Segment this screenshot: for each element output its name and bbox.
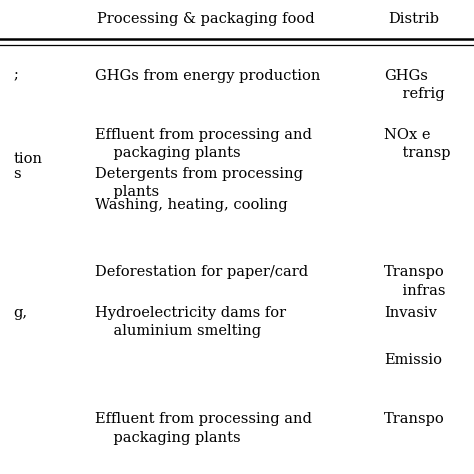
Text: g,: g, (13, 306, 27, 320)
Text: ;: ; (13, 69, 18, 83)
Text: Effluent from processing and
    packaging plants: Effluent from processing and packaging p… (95, 412, 312, 445)
Text: Detergents from processing
    plants: Detergents from processing plants (95, 167, 303, 199)
Text: Deforestation for paper/card: Deforestation for paper/card (95, 265, 308, 280)
Text: Washing, heating, cooling: Washing, heating, cooling (95, 198, 287, 212)
Text: Emissio: Emissio (384, 353, 442, 367)
Text: Effluent from processing and
    packaging plants: Effluent from processing and packaging p… (95, 128, 312, 160)
Text: Transpo: Transpo (384, 412, 445, 427)
Text: NOx e
    transp: NOx e transp (384, 128, 450, 160)
Text: Hydroelectricity dams for
    aluminium smelting: Hydroelectricity dams for aluminium smel… (95, 306, 286, 338)
Text: GHGs
    refrig: GHGs refrig (384, 69, 445, 101)
Text: Distrib: Distrib (389, 12, 440, 26)
Text: Transpo
    infras: Transpo infras (384, 265, 446, 298)
Text: tion: tion (13, 152, 42, 166)
Text: Invasiv: Invasiv (384, 306, 437, 320)
Text: Processing & packaging food: Processing & packaging food (97, 12, 315, 26)
Text: GHGs from energy production: GHGs from energy production (95, 69, 320, 83)
Text: s: s (13, 167, 21, 181)
